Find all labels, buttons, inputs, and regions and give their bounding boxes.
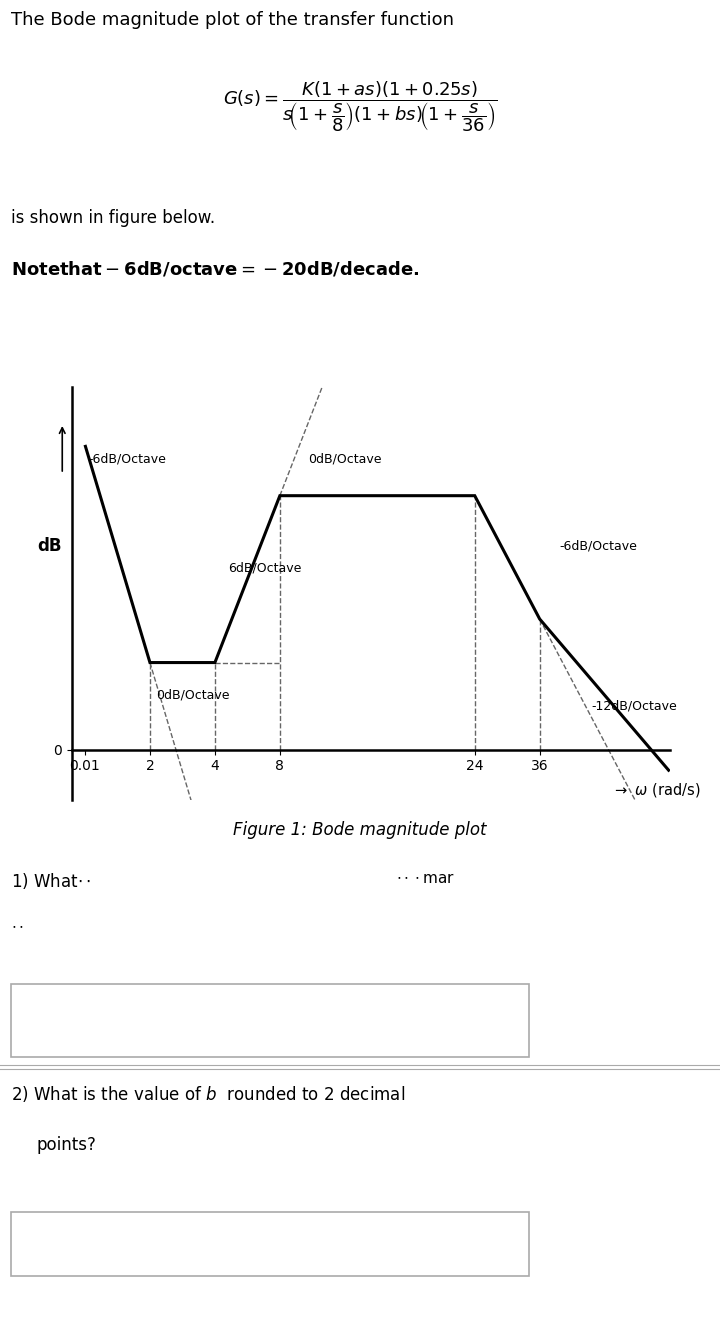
Text: points?: points?: [36, 1135, 96, 1154]
Text: 0dB/Octave: 0dB/Octave: [156, 688, 230, 702]
Text: $G(s) = \dfrac{K(1+as)(1+0.25s)}{s\!\left(1+\dfrac{s}{8}\right)(1+bs)\!\left(1+\: $G(s) = \dfrac{K(1+as)(1+0.25s)}{s\!\lef…: [222, 79, 498, 133]
Text: 6dB/Octave: 6dB/Octave: [228, 562, 301, 575]
Text: -12dB/Octave: -12dB/Octave: [592, 699, 678, 712]
Text: 0dB/Octave: 0dB/Octave: [308, 454, 382, 466]
Text: 1) What$\cdot\cdot$: 1) What$\cdot\cdot$: [11, 871, 91, 891]
Text: $\rightarrow$ $\omega$ (rad/s): $\rightarrow$ $\omega$ (rad/s): [613, 780, 701, 799]
Text: $\cdot\cdot\cdot$mar: $\cdot\cdot\cdot$mar: [396, 871, 455, 886]
Text: Figure 1: Bode magnitude plot: Figure 1: Bode magnitude plot: [233, 822, 487, 839]
Text: is shown in figure below.: is shown in figure below.: [11, 209, 215, 227]
Text: $\mathbf{Notethat} - \mathbf{6dB/octave} = -\mathbf{20dB/decade.}$: $\mathbf{Notethat} - \mathbf{6dB/octave}…: [11, 259, 419, 279]
Text: -6dB/Octave: -6dB/Octave: [89, 454, 166, 466]
Text: 2) What is the value of $b$  rounded to 2 decimal: 2) What is the value of $b$ rounded to 2…: [11, 1085, 405, 1105]
Text: $\cdot\cdot$: $\cdot\cdot$: [11, 918, 24, 934]
Text: dB: dB: [37, 538, 61, 555]
Text: -6dB/Octave: -6dB/Octave: [559, 540, 637, 554]
Text: The Bode magnitude plot of the transfer function: The Bode magnitude plot of the transfer …: [11, 11, 454, 29]
